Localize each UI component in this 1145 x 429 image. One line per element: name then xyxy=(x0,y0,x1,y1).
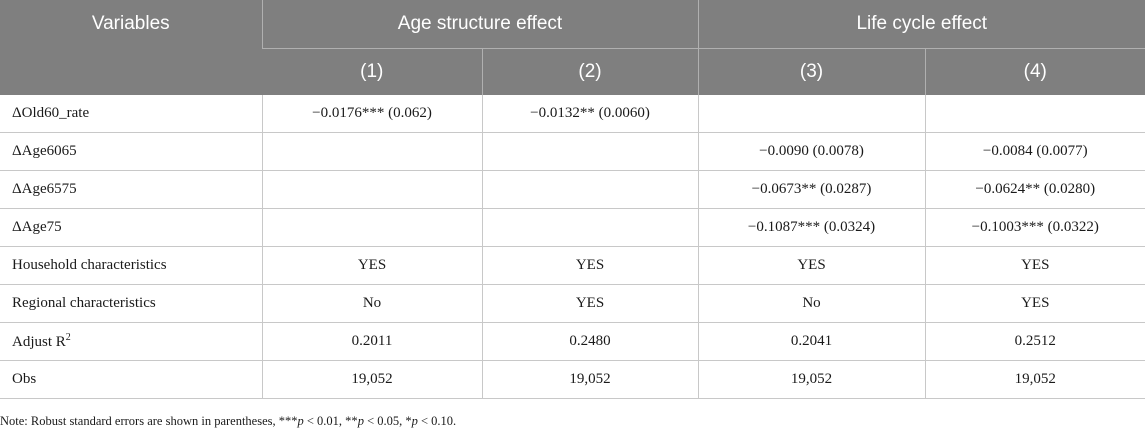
note-p: p xyxy=(357,414,364,428)
row-label: ΔAge6065 xyxy=(0,132,262,171)
table-cell xyxy=(697,95,925,133)
row-label: Household characteristics xyxy=(0,246,262,285)
variables-header: Variables xyxy=(0,0,262,95)
row-label: ΔAge75 xyxy=(0,208,262,247)
table-cell: −0.0090 (0.0078) xyxy=(697,132,925,171)
table-cell: YES xyxy=(481,284,698,323)
table-cell xyxy=(261,208,482,247)
superscript: 2 xyxy=(65,332,71,343)
column-header-4: (4) xyxy=(924,48,1145,95)
table-row: Obs 19,052 19,052 19,052 19,052 xyxy=(0,360,1145,399)
table-row: ΔAge6065 −0.0090 (0.0078) −0.0084 (0.007… xyxy=(0,132,1145,171)
age-structure-effect-header: Age structure effect xyxy=(261,0,698,49)
note-p: p xyxy=(411,414,418,428)
row-label: Regional characteristics xyxy=(0,284,262,323)
column-header-1: (1) xyxy=(262,48,482,95)
table-cell: 19,052 xyxy=(261,360,482,399)
table-cell xyxy=(261,132,482,171)
table-cell: YES xyxy=(261,246,482,285)
note-p: p xyxy=(297,414,304,428)
column-header-3: (3) xyxy=(697,48,925,95)
table-cell: −0.0673** (0.0287) xyxy=(697,170,925,209)
table-cell xyxy=(481,132,698,171)
table-cell: 19,052 xyxy=(924,360,1145,399)
table-cell: 19,052 xyxy=(481,360,698,399)
table-row: ΔAge75 −0.1087*** (0.0324) −0.1003*** (0… xyxy=(0,208,1145,247)
table-cell: −0.0624** (0.0280) xyxy=(924,170,1145,209)
table-cell xyxy=(481,170,698,209)
row-label: ΔOld60_rate xyxy=(0,95,262,133)
table-cell: YES xyxy=(697,246,925,285)
table-row: Household characteristics YES YES YES YE… xyxy=(0,246,1145,285)
table-cell: 0.2512 xyxy=(924,322,1145,361)
table-cell: −0.1087*** (0.0324) xyxy=(697,208,925,247)
table-cell: −0.1003*** (0.0322) xyxy=(924,208,1145,247)
table-cell: YES xyxy=(924,246,1145,285)
regression-table: Variables Age structure effect Life cycl… xyxy=(0,0,1145,399)
table-cell: −0.0176*** (0.062) xyxy=(261,95,482,133)
table-cell xyxy=(924,95,1145,133)
table-cell: No xyxy=(697,284,925,323)
table-cell xyxy=(481,208,698,247)
table-cell xyxy=(261,170,482,209)
row-label-text: Adjust R xyxy=(12,334,66,350)
table-cell: 0.2041 xyxy=(697,322,925,361)
table-row: Regional characteristics No YES No YES xyxy=(0,284,1145,323)
table-cell: 19,052 xyxy=(697,360,925,399)
row-label: Obs xyxy=(0,360,262,399)
table-row: ΔOld60_rate −0.0176*** (0.062) −0.0132**… xyxy=(0,95,1145,133)
table-cell: 0.2011 xyxy=(261,322,482,361)
table-cell: 0.2480 xyxy=(481,322,698,361)
row-label: ΔAge6575 xyxy=(0,170,262,209)
note-text: Note: Robust standard errors are shown i… xyxy=(0,414,298,428)
note-text: < 0.05, * xyxy=(363,414,412,428)
table-cell: −0.0132** (0.0060) xyxy=(481,95,698,133)
note-text: < 0.10. xyxy=(417,414,457,428)
table-row: ΔAge6575 −0.0673** (0.0287) −0.0624** (0… xyxy=(0,170,1145,209)
row-label: Adjust R2 xyxy=(0,322,262,361)
table-cell: −0.0084 (0.0077) xyxy=(924,132,1145,171)
table-cell: YES xyxy=(924,284,1145,323)
table-note: Note: Robust standard errors are shown i… xyxy=(0,414,456,429)
life-cycle-effect-header: Life cycle effect xyxy=(697,0,1145,49)
column-header-2: (2) xyxy=(481,48,698,95)
table-cell: YES xyxy=(481,246,698,285)
table-row: Adjust R2 0.2011 0.2480 0.2041 0.2512 xyxy=(0,322,1145,361)
note-text: < 0.01, ** xyxy=(303,414,358,428)
table-cell: No xyxy=(261,284,482,323)
